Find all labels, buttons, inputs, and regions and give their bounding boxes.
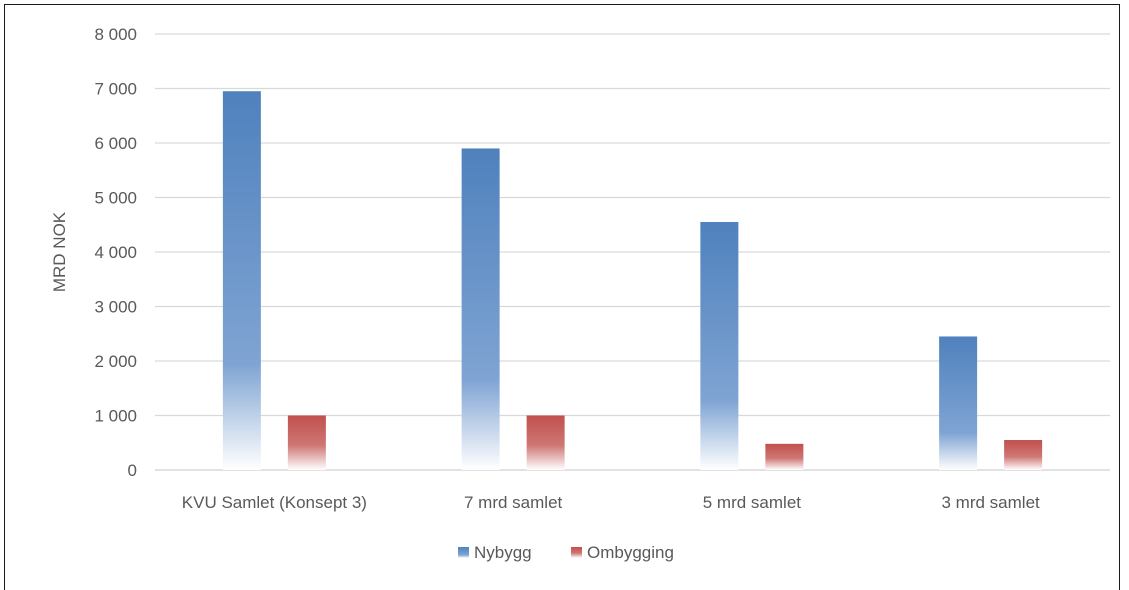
- bar-ombygging-1: [526, 415, 565, 470]
- x-category-label: 5 mrd samlet: [703, 493, 802, 512]
- legend-label-nybygg: Nybygg: [474, 543, 532, 562]
- y-axis-tick-labels: 0 1 000 2 000 3 000 4 000 5 000 6 000 7 000 8 00…: [94, 25, 137, 480]
- y-tick-label: 8 000: [94, 25, 137, 44]
- y-tick-label: 6 000: [94, 134, 137, 153]
- legend-label-ombygging: Ombygging: [587, 543, 674, 562]
- bar-ombygging-2: [765, 443, 804, 470]
- bar-ombygging-3: [1004, 440, 1043, 470]
- y-tick-label: 3 000: [94, 298, 137, 317]
- y-axis-title: MRD NOK: [50, 211, 69, 292]
- y-tick-label: 7 000: [94, 80, 137, 99]
- bar-ombygging-0: [287, 415, 326, 470]
- bar-nybygg-3: [939, 336, 978, 470]
- bar-nybygg-1: [461, 148, 500, 470]
- legend-swatch-nybygg: [458, 547, 469, 558]
- y-tick-label: 1 000: [94, 407, 137, 426]
- x-category-label: 3 mrd samlet: [942, 493, 1041, 512]
- chart-frame: [4, 4, 1120, 590]
- bar-nybygg-2: [700, 222, 739, 470]
- y-tick-label: 2 000: [94, 352, 137, 371]
- legend-swatch-ombygging: [571, 547, 582, 558]
- x-category-label: 7 mrd samlet: [464, 493, 563, 512]
- y-tick-label: 4 000: [94, 243, 137, 262]
- y-tick-label: 5 000: [94, 189, 137, 208]
- y-tick-label: 0: [128, 461, 137, 480]
- x-axis-category-labels: KVU Samlet (Konsept 3) 7 mrd samlet 5 mrd …: [182, 493, 1040, 512]
- bars: [222, 91, 1043, 470]
- legend: Nybygg Ombygging: [458, 543, 674, 562]
- x-category-label: KVU Samlet (Konsept 3): [182, 493, 367, 512]
- bar-nybygg-0: [222, 91, 261, 470]
